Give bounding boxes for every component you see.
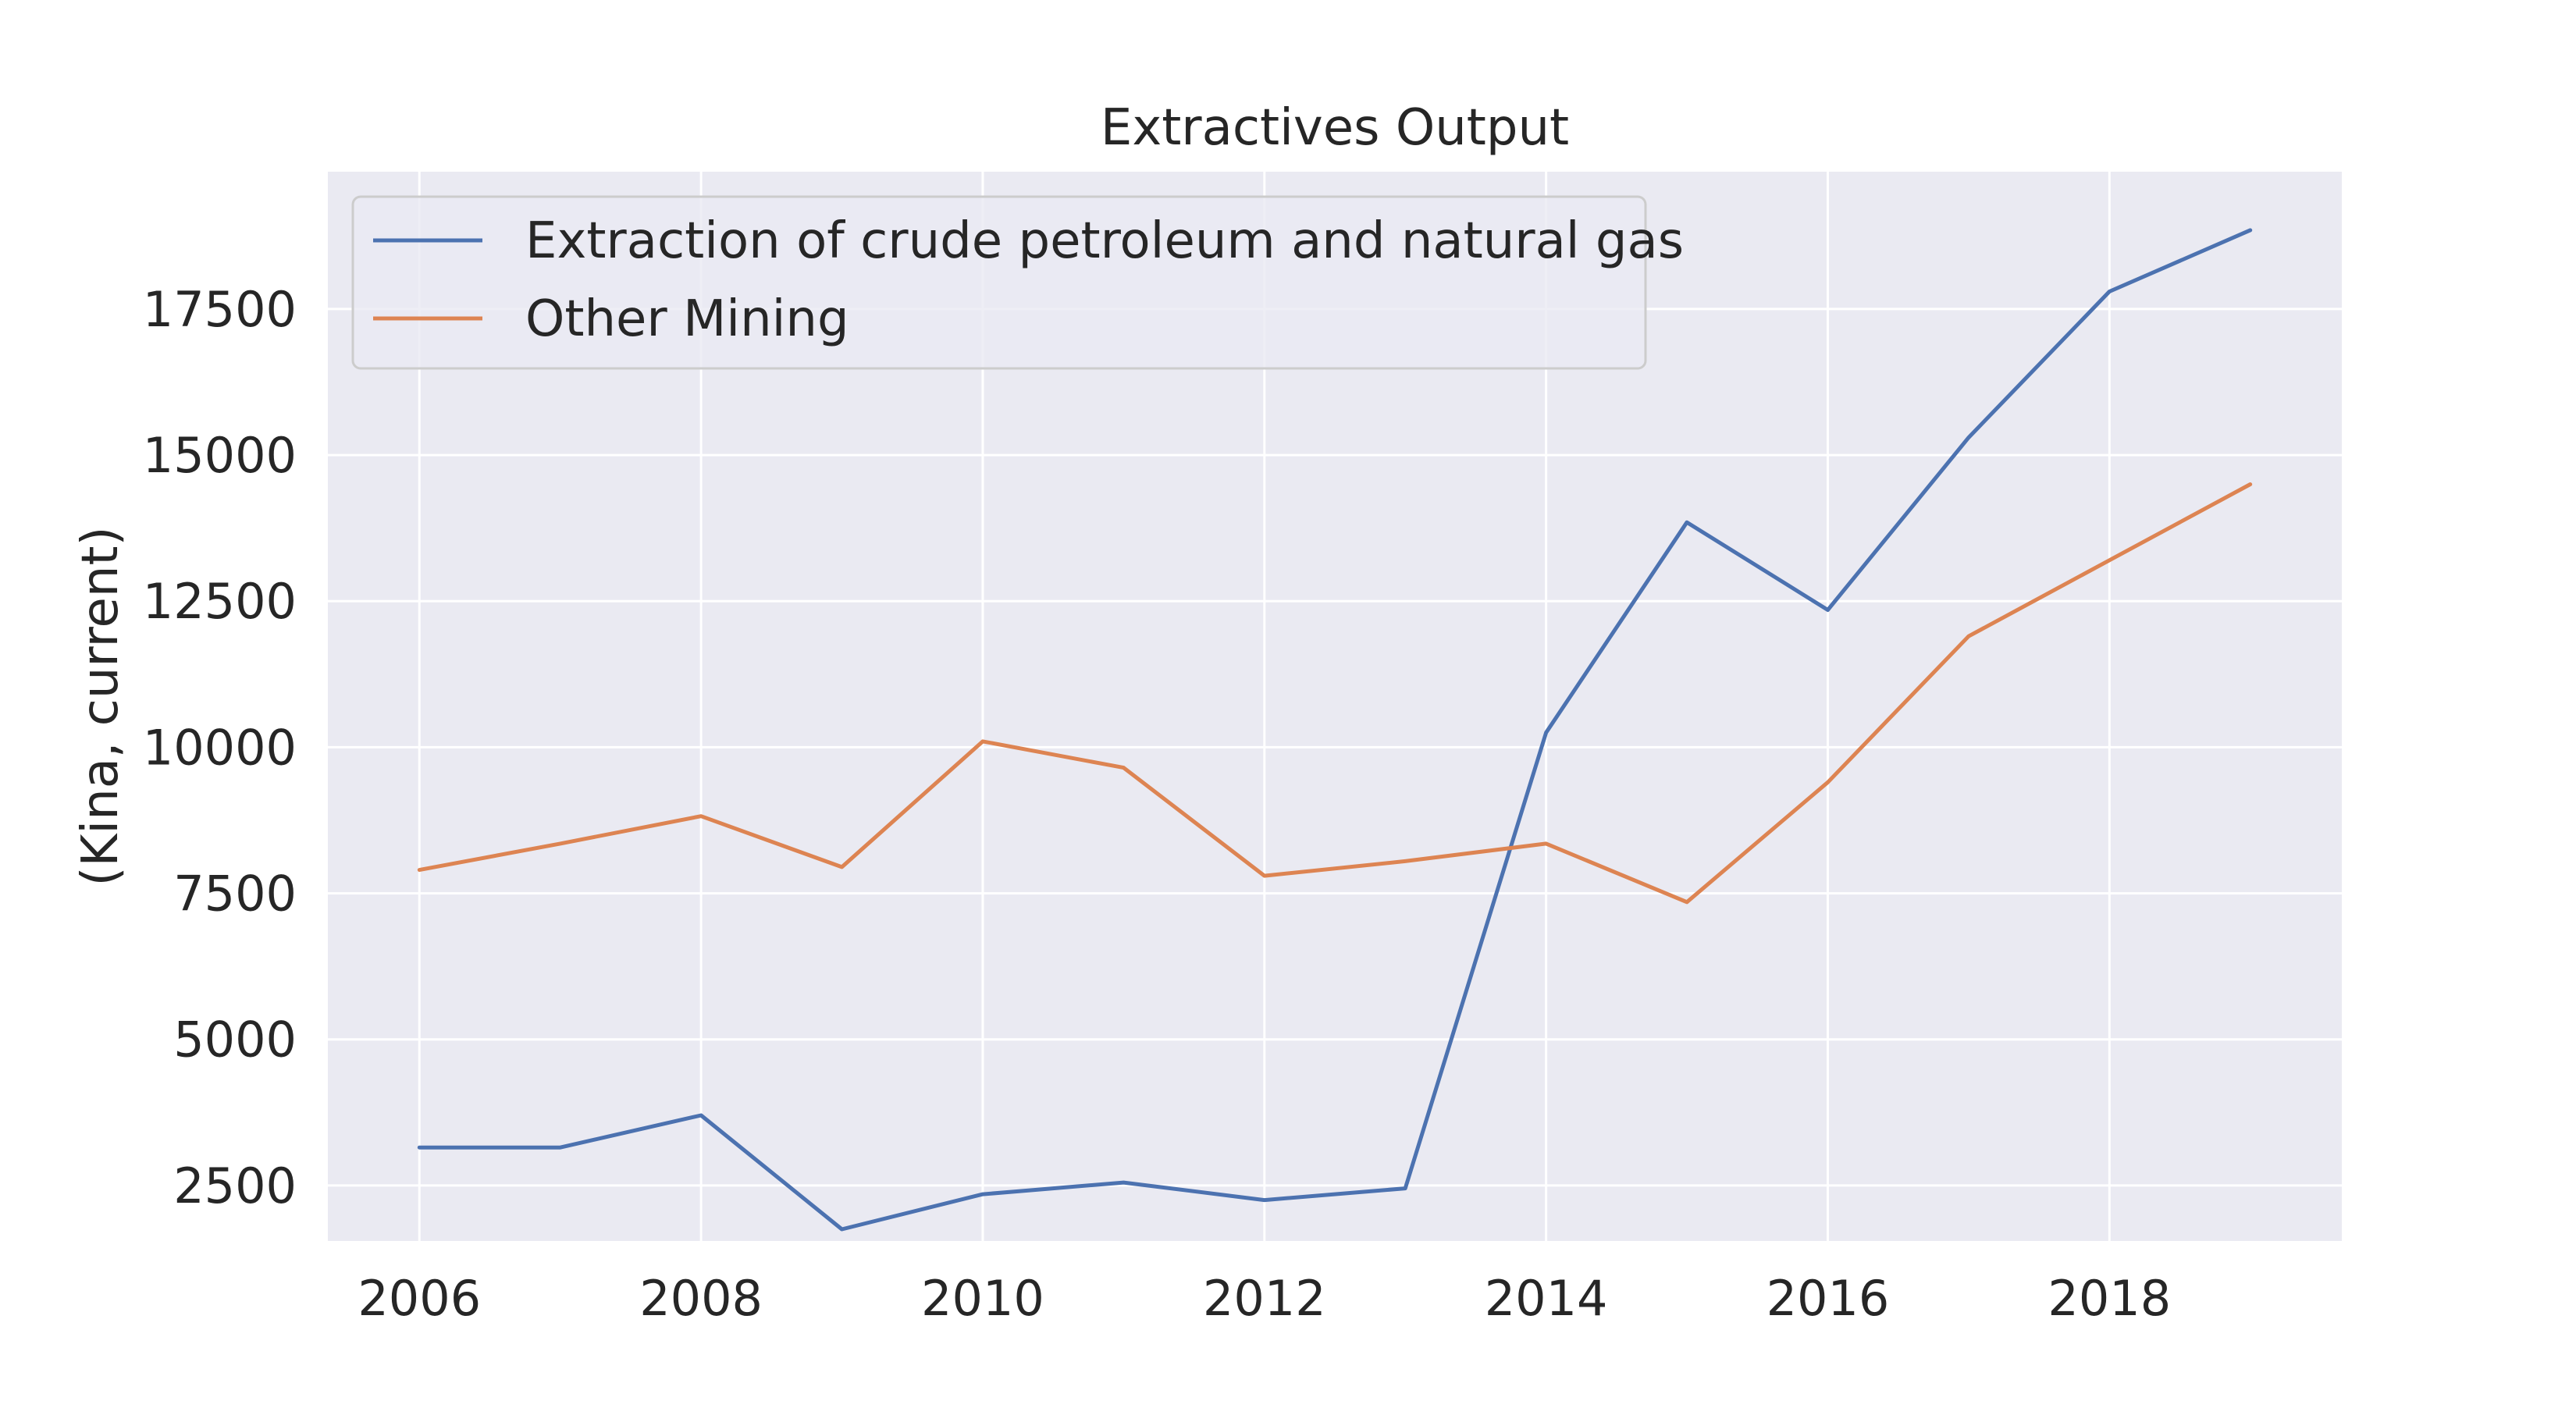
tick-labels: 2006 2008 2010 2012 2014 2016 2018 2500 5000 7500… xyxy=(143,281,2171,1327)
legend-label-other-mining: Other Mining xyxy=(525,290,849,348)
x-tick-label: 2012 xyxy=(1203,1270,1326,1327)
x-tick-label: 2010 xyxy=(921,1270,1044,1327)
x-tick-label: 2006 xyxy=(358,1270,481,1327)
y-tick-label: 2500 xyxy=(173,1157,297,1214)
y-axis-label: (Kina, current) xyxy=(72,526,130,886)
y-tick-label: 7500 xyxy=(173,866,297,923)
series-line-1 xyxy=(417,482,2253,905)
x-tick-label: 2014 xyxy=(1485,1270,1608,1327)
y-tick-label: 15000 xyxy=(143,427,297,484)
y-tick-label: 12500 xyxy=(143,573,297,630)
y-tick-label: 10000 xyxy=(143,719,297,776)
series-lines xyxy=(417,228,2253,1232)
legend-label-crude-petroleum: Extraction of crude petroleum and natura… xyxy=(525,212,1684,270)
x-tick-label: 2018 xyxy=(2048,1270,2171,1327)
legend-box xyxy=(351,195,1647,370)
y-tick-label: 5000 xyxy=(173,1012,297,1068)
legend: Extraction of crude petroleum and natura… xyxy=(351,195,1684,370)
x-tick-label: 2016 xyxy=(1767,1270,1890,1327)
y-tick-label: 17500 xyxy=(143,281,297,338)
series-line-0 xyxy=(417,228,2253,1232)
x-tick-label: 2008 xyxy=(639,1270,763,1327)
chart-title: Extractives Output xyxy=(1101,99,1569,157)
